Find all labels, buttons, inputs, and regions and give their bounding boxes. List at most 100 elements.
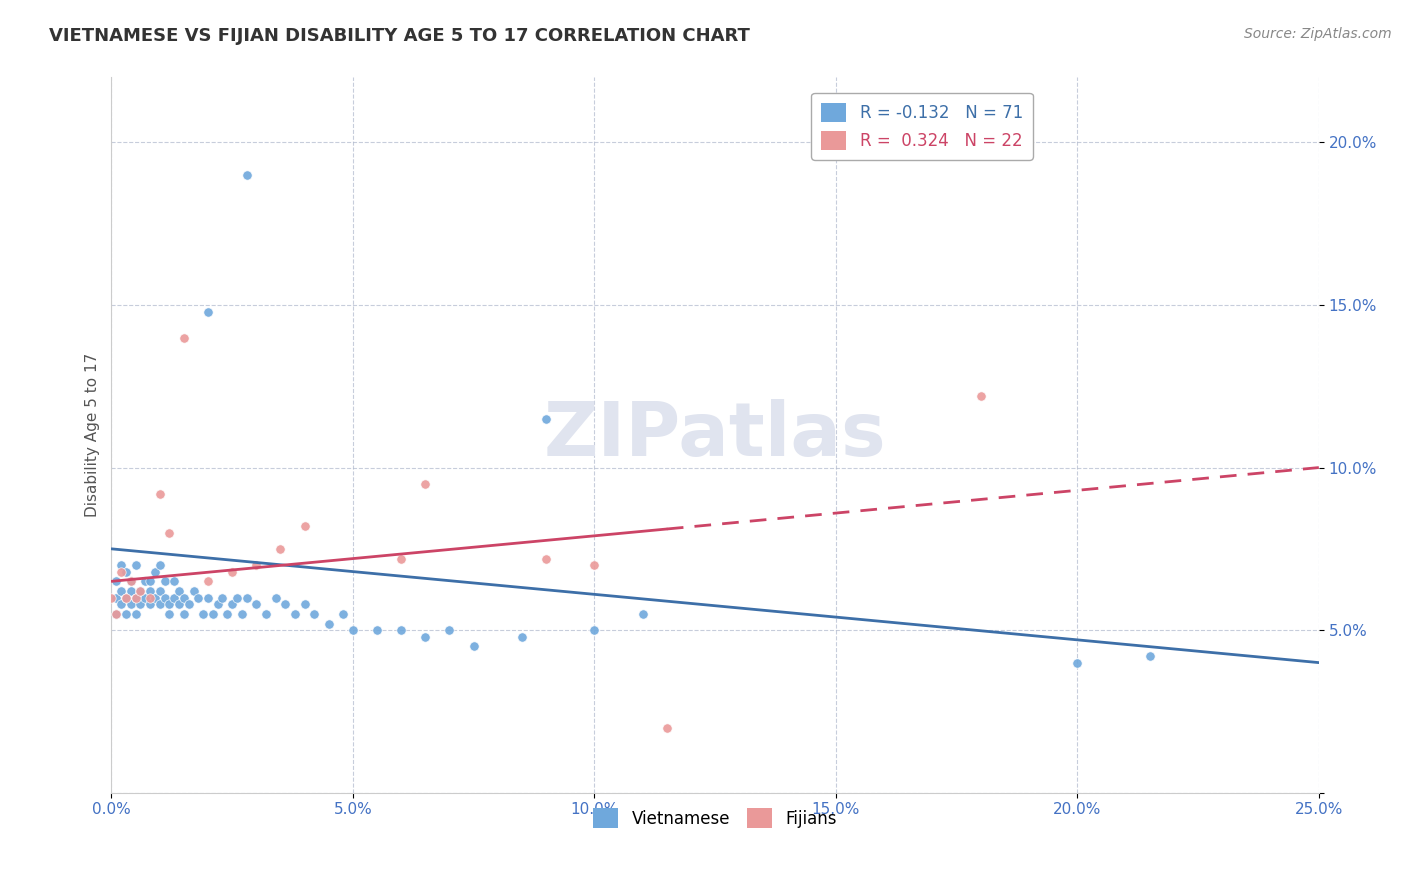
Point	[149, 486, 172, 500]
Point	[366, 623, 388, 637]
Point	[120, 574, 142, 589]
Point	[105, 607, 128, 621]
Point	[134, 591, 156, 605]
Point	[231, 607, 253, 621]
Point	[655, 721, 678, 735]
Point	[163, 591, 186, 605]
Point	[124, 607, 146, 621]
Point	[105, 591, 128, 605]
Point	[389, 551, 412, 566]
Point	[157, 597, 180, 611]
Point	[201, 607, 224, 621]
Point	[294, 597, 316, 611]
Point	[217, 607, 239, 621]
Point	[631, 607, 654, 621]
Point	[153, 574, 176, 589]
Point	[207, 597, 229, 611]
Point	[1139, 649, 1161, 664]
Point	[1066, 656, 1088, 670]
Point	[193, 607, 215, 621]
Point	[120, 597, 142, 611]
Point	[105, 607, 128, 621]
Point	[124, 591, 146, 605]
Point	[970, 389, 993, 403]
Legend: Vietnamese, Fijians: Vietnamese, Fijians	[586, 802, 844, 834]
Point	[110, 558, 132, 573]
Point	[177, 597, 200, 611]
Point	[332, 607, 354, 621]
Point	[342, 623, 364, 637]
Point	[105, 574, 128, 589]
Point	[439, 623, 461, 637]
Point	[124, 591, 146, 605]
Point	[173, 607, 195, 621]
Point	[534, 551, 557, 566]
Point	[115, 591, 138, 605]
Point	[115, 565, 138, 579]
Point	[294, 519, 316, 533]
Point	[115, 591, 138, 605]
Point	[153, 591, 176, 605]
Point	[187, 591, 209, 605]
Point	[235, 168, 257, 182]
Point	[110, 597, 132, 611]
Text: ZIPatlas: ZIPatlas	[544, 399, 886, 472]
Point	[110, 565, 132, 579]
Point	[173, 591, 195, 605]
Point	[139, 591, 162, 605]
Point	[221, 565, 243, 579]
Point	[389, 623, 412, 637]
Point	[134, 574, 156, 589]
Point	[149, 558, 172, 573]
Point	[254, 607, 277, 621]
Point	[139, 574, 162, 589]
Point	[197, 574, 219, 589]
Text: Source: ZipAtlas.com: Source: ZipAtlas.com	[1244, 27, 1392, 41]
Point	[226, 591, 249, 605]
Point	[173, 330, 195, 344]
Point	[510, 630, 533, 644]
Point	[197, 591, 219, 605]
Point	[149, 584, 172, 599]
Point	[157, 607, 180, 621]
Point	[264, 591, 287, 605]
Text: VIETNAMESE VS FIJIAN DISABILITY AGE 5 TO 17 CORRELATION CHART: VIETNAMESE VS FIJIAN DISABILITY AGE 5 TO…	[49, 27, 749, 45]
Point	[115, 607, 138, 621]
Point	[100, 591, 122, 605]
Point	[129, 584, 152, 599]
Point	[120, 584, 142, 599]
Point	[167, 597, 190, 611]
Point	[183, 584, 205, 599]
Point	[415, 476, 437, 491]
Point	[318, 616, 340, 631]
Point	[129, 597, 152, 611]
Point	[143, 591, 166, 605]
Point	[269, 541, 291, 556]
Point	[415, 630, 437, 644]
Point	[167, 584, 190, 599]
Point	[221, 597, 243, 611]
Point	[139, 597, 162, 611]
Point	[583, 558, 606, 573]
Point	[120, 574, 142, 589]
Point	[149, 597, 172, 611]
Point	[284, 607, 307, 621]
Point	[245, 597, 267, 611]
Point	[583, 623, 606, 637]
Point	[304, 607, 326, 621]
Point	[129, 584, 152, 599]
Point	[235, 591, 257, 605]
Y-axis label: Disability Age 5 to 17: Disability Age 5 to 17	[86, 353, 100, 517]
Point	[211, 591, 233, 605]
Point	[157, 525, 180, 540]
Point	[463, 640, 485, 654]
Point	[139, 584, 162, 599]
Point	[245, 558, 267, 573]
Point	[124, 558, 146, 573]
Point	[110, 584, 132, 599]
Point	[197, 304, 219, 318]
Point	[274, 597, 297, 611]
Point	[163, 574, 186, 589]
Point	[534, 411, 557, 425]
Point	[143, 565, 166, 579]
